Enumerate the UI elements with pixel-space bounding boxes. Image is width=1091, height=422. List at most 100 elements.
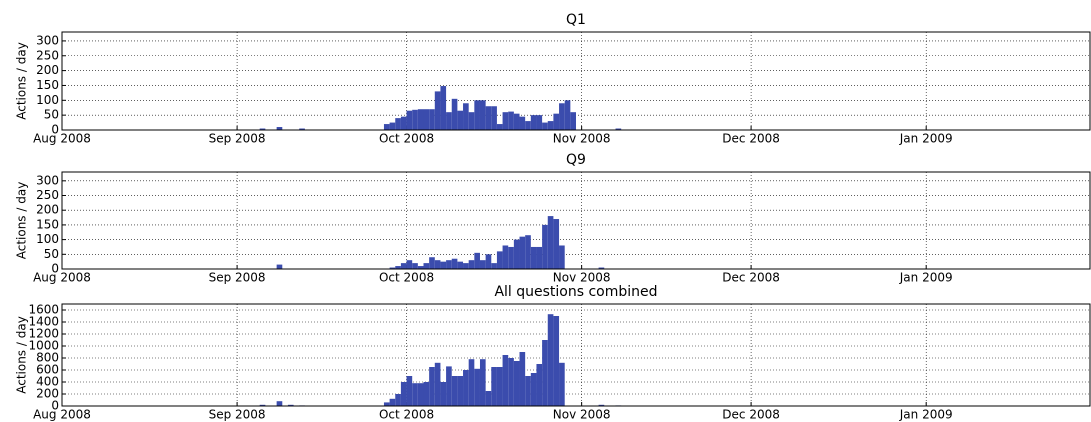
bar — [598, 267, 605, 269]
y-tick-label: 1000 — [28, 339, 59, 353]
y-axis-label: Actions / day — [15, 182, 29, 260]
bar — [417, 266, 424, 269]
x-tick-label: Jan 2009 — [899, 271, 953, 285]
y-tick-label: 1200 — [28, 327, 59, 341]
bar — [446, 112, 452, 130]
bar — [525, 235, 531, 269]
y-tick-label: 300 — [36, 173, 59, 187]
bar — [502, 245, 509, 269]
bar — [479, 100, 486, 130]
bar — [474, 100, 480, 130]
bar — [553, 219, 560, 269]
x-tick-label: Nov 2008 — [553, 271, 611, 285]
y-tick-label: 100 — [36, 232, 59, 246]
chart-title: Q9 — [566, 152, 586, 168]
bar — [598, 404, 605, 406]
y-tick-label: 200 — [36, 387, 59, 401]
x-tick-label: Jan 2009 — [899, 408, 953, 422]
bar — [395, 118, 401, 130]
bar — [491, 367, 497, 406]
bar — [615, 128, 622, 130]
bar — [513, 361, 520, 406]
y-tick-label: 800 — [36, 351, 59, 365]
bar — [389, 267, 396, 269]
bar — [502, 112, 509, 130]
bar — [434, 362, 441, 406]
x-tick-label: Dec 2008 — [722, 132, 780, 146]
bar — [496, 367, 503, 406]
bar — [519, 352, 526, 406]
bar — [440, 382, 447, 406]
bar — [259, 128, 266, 130]
y-tick-label: 0 — [51, 399, 59, 413]
bar — [423, 109, 430, 130]
x-tick-label: Nov 2008 — [553, 408, 611, 422]
bar — [440, 86, 447, 130]
bar — [451, 376, 458, 406]
y-tick-label: 200 — [36, 63, 59, 77]
bar — [406, 260, 413, 269]
chart-title: Q1 — [566, 12, 586, 28]
bar — [400, 382, 407, 406]
bar — [412, 383, 418, 406]
y-tick-label: 250 — [36, 188, 59, 202]
bar — [463, 263, 469, 269]
bar — [463, 370, 469, 406]
bar — [513, 239, 520, 269]
bar — [519, 116, 526, 130]
bar — [485, 254, 492, 269]
bar — [395, 394, 401, 406]
bar — [525, 121, 531, 130]
x-tick-label: Nov 2008 — [553, 132, 611, 146]
x-tick-label: Aug 2008 — [33, 271, 91, 285]
bar — [559, 245, 565, 269]
y-tick-label: 150 — [36, 78, 59, 92]
bar — [434, 91, 441, 130]
bar — [530, 246, 537, 269]
x-tick-label: Oct 2008 — [379, 132, 434, 146]
bar — [525, 376, 531, 406]
bar — [406, 376, 413, 406]
bar — [485, 106, 492, 130]
bar — [287, 404, 294, 406]
bar — [400, 116, 407, 130]
bar — [508, 111, 514, 130]
y-tick-label: 1600 — [28, 303, 59, 317]
plot-frame — [61, 31, 1091, 131]
bar — [547, 216, 554, 269]
bar — [383, 402, 390, 406]
bar — [446, 260, 452, 269]
plot-frame — [61, 303, 1091, 407]
y-tick-label: 250 — [36, 48, 59, 62]
bar — [446, 366, 452, 406]
bar — [508, 358, 514, 406]
bar — [502, 355, 509, 406]
x-tick-label: Oct 2008 — [379, 271, 434, 285]
y-tick-label: 300 — [36, 33, 59, 47]
bar — [406, 110, 413, 130]
bar — [451, 258, 458, 269]
bar — [429, 367, 435, 406]
bar — [570, 112, 576, 130]
bar — [542, 122, 548, 130]
y-tick-label: 150 — [36, 217, 59, 231]
y-tick-label: 400 — [36, 375, 59, 389]
bar — [474, 368, 480, 406]
bar — [542, 340, 548, 406]
bar — [400, 263, 407, 269]
bar — [530, 115, 537, 130]
y-tick-label: 50 — [44, 247, 59, 261]
x-tick-label: Jan 2009 — [899, 132, 953, 146]
bar — [553, 316, 560, 406]
plot-frame — [61, 171, 1091, 270]
y-tick-label: 0 — [51, 123, 59, 137]
bar — [519, 236, 526, 269]
y-axis-label: Actions / day — [15, 42, 29, 120]
x-tick-label: Oct 2008 — [379, 408, 434, 422]
bar — [491, 106, 497, 130]
bar — [423, 263, 430, 269]
bar — [536, 364, 543, 406]
bar — [412, 109, 418, 130]
bar — [468, 359, 475, 406]
bar — [299, 128, 305, 130]
